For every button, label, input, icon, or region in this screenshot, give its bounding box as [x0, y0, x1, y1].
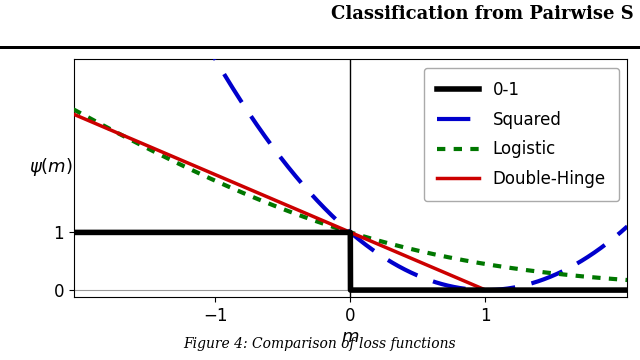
Legend: 0-1, Squared, Logistic, Double-Hinge: 0-1, Squared, Logistic, Double-Hinge — [424, 68, 619, 201]
X-axis label: $m$: $m$ — [341, 328, 360, 346]
Text: Figure 4: Comparison of loss functions: Figure 4: Comparison of loss functions — [184, 337, 456, 351]
Text: Classification from Pairwise S: Classification from Pairwise S — [331, 5, 634, 23]
Y-axis label: $\psi(m)$: $\psi(m)$ — [29, 156, 72, 178]
